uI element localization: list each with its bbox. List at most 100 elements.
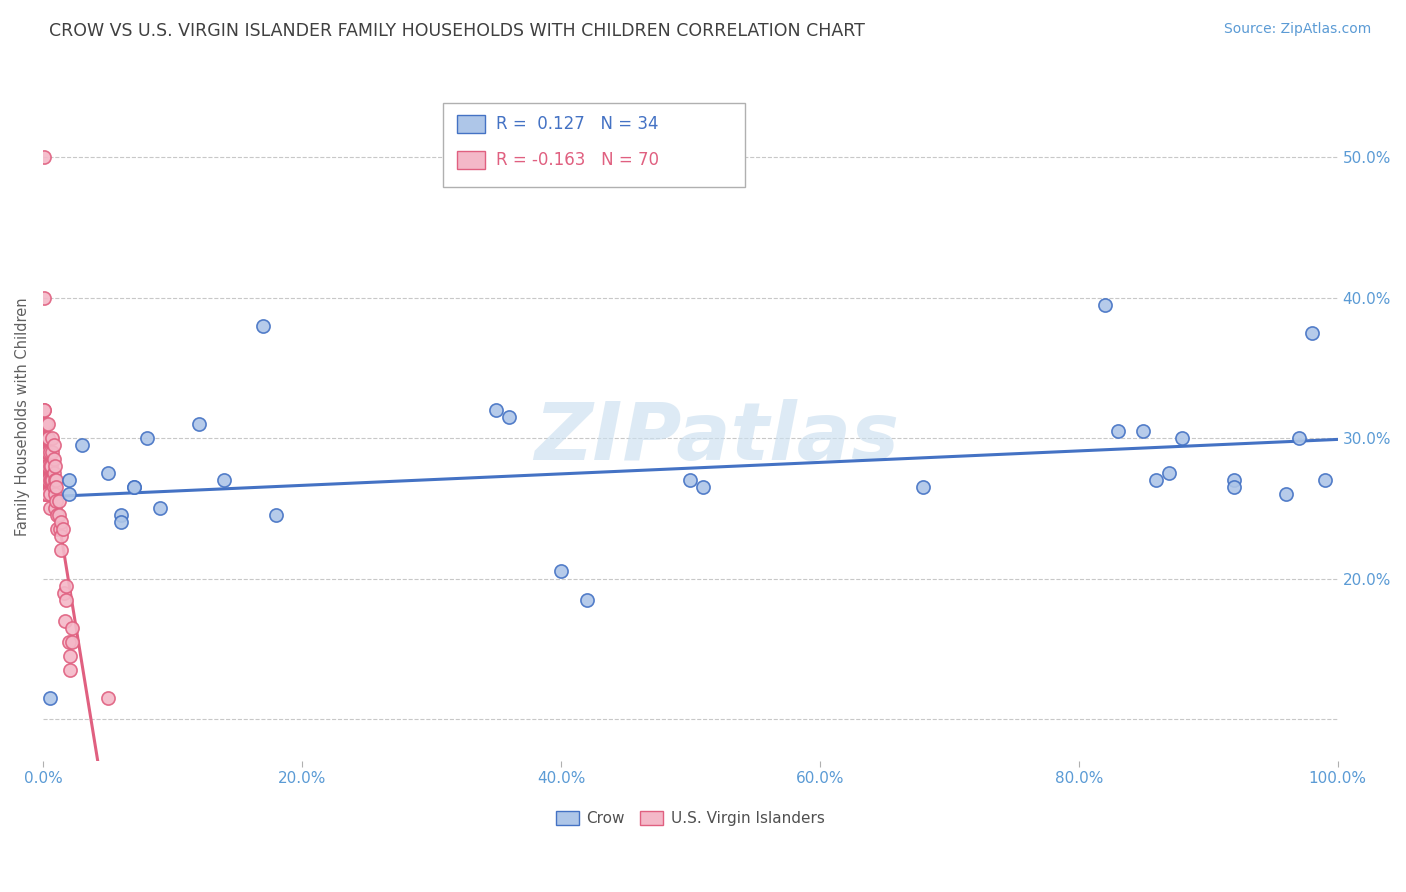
Point [35,417,58,431]
Point [52,585,75,599]
Point [1275,487,1298,501]
Point [1288,431,1310,445]
Point [38,445,60,459]
Point [44,487,66,501]
Point [1159,466,1181,480]
Legend: Crow, U.S. Virgin Islanders: Crow, U.S. Virgin Islanders [550,805,831,832]
Point [34,487,56,501]
Point [35,445,58,459]
Point [679,473,702,487]
Point [38,459,60,474]
Point [49,522,72,536]
Point [55,578,77,592]
Point [42,480,65,494]
Text: CROW VS U.S. VIRGIN ISLANDER FAMILY HOUSEHOLDS WITH CHILDREN CORRELATION CHART: CROW VS U.S. VIRGIN ISLANDER FAMILY HOUS… [49,22,865,40]
Point [34,291,56,305]
Point [37,417,59,431]
Point [135,431,157,445]
Point [35,473,58,487]
Point [45,480,67,494]
Point [38,487,60,501]
Point [51,516,73,530]
Point [575,592,598,607]
Point [58,634,80,648]
Point [37,431,59,445]
Point [41,431,63,445]
Point [1094,298,1116,312]
Point [34,403,56,417]
Point [35,487,58,501]
Point [58,487,80,501]
Point [498,410,520,425]
Point [35,473,58,487]
Point [34,473,56,487]
Point [550,565,572,579]
Point [37,459,59,474]
Point [35,459,58,474]
Point [264,508,287,523]
Point [48,494,70,508]
Point [35,431,58,445]
Point [52,522,75,536]
Point [1301,326,1323,340]
Point [34,431,56,445]
Point [122,480,145,494]
Point [1144,473,1167,487]
Point [1107,424,1129,438]
Point [1171,431,1194,445]
Text: ZIPatlas: ZIPatlas [534,399,898,476]
Point [58,473,80,487]
Point [34,150,56,164]
Point [110,516,132,530]
Point [34,417,56,431]
Text: Source: ZipAtlas.com: Source: ZipAtlas.com [1223,22,1371,37]
Point [59,648,82,663]
Point [35,431,58,445]
Text: R =  0.127   N = 34: R = 0.127 N = 34 [496,115,659,133]
Point [35,431,58,445]
Point [1223,473,1246,487]
Point [41,473,63,487]
Point [44,459,66,474]
Point [34,459,56,474]
Point [38,690,60,705]
Point [39,459,62,474]
Point [41,445,63,459]
Point [46,522,69,536]
Point [37,431,59,445]
Point [1223,480,1246,494]
Point [70,438,93,452]
Point [35,459,58,474]
Point [42,466,65,480]
Point [35,445,58,459]
Point [37,445,59,459]
Point [122,480,145,494]
Point [34,403,56,417]
Text: R = -0.163   N = 70: R = -0.163 N = 70 [496,151,659,169]
Point [55,592,77,607]
Point [44,501,66,516]
Point [38,473,60,487]
Point [97,466,120,480]
Point [34,431,56,445]
Point [45,494,67,508]
Point [1313,473,1336,487]
Point [187,417,209,431]
Point [60,621,83,635]
Point [35,487,58,501]
Point [912,480,935,494]
Point [485,403,508,417]
Point [42,438,65,452]
Point [214,473,236,487]
Y-axis label: Family Households with Children: Family Households with Children [15,298,30,536]
Point [34,473,56,487]
Point [39,473,62,487]
Point [60,634,83,648]
Point [51,529,73,543]
Point [44,473,66,487]
Point [34,431,56,445]
Point [38,501,60,516]
Point [97,690,120,705]
Point [59,663,82,677]
Point [51,543,73,558]
